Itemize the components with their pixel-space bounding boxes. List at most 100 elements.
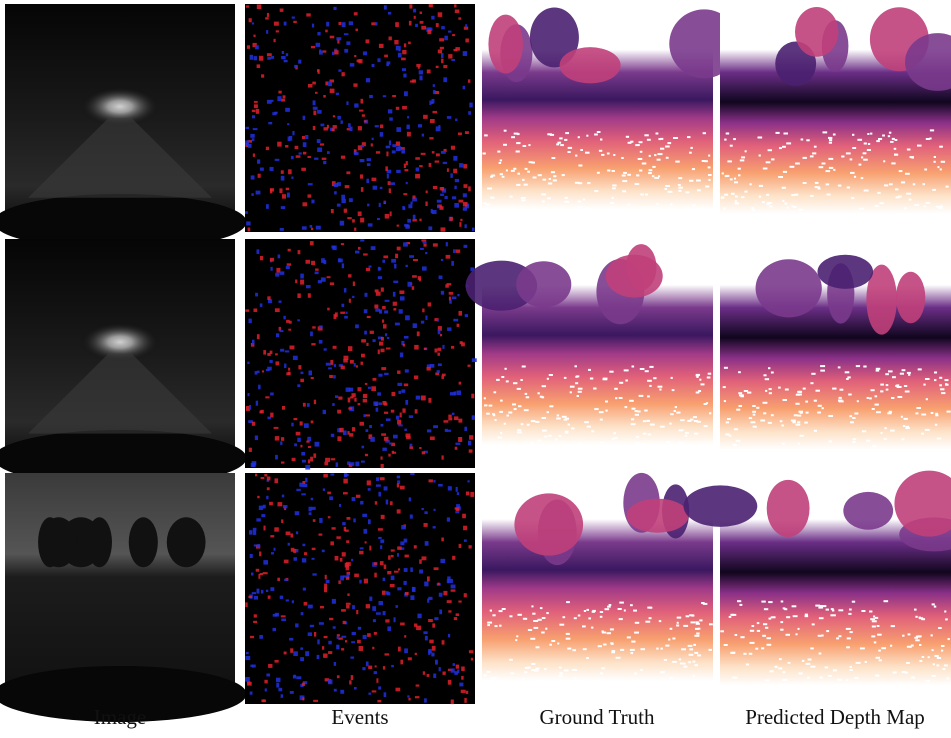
event-dot [433,111,438,113]
event-dot [306,260,311,264]
event-dot [313,700,318,702]
sparse-gap [594,134,598,136]
event-dot [415,157,420,160]
event-dot [297,319,300,321]
event-dot [407,219,411,223]
event-dot [279,330,283,332]
sparse-gap [601,154,604,156]
depth-object [626,499,688,533]
sparse-gap [619,382,623,384]
sparse-gap [888,370,893,372]
sparse-gap [919,660,922,662]
event-dot [441,291,444,295]
event-dot [396,142,400,146]
event-dot [334,183,338,187]
sparse-gap [937,664,940,666]
event-dot [448,31,451,33]
event-dot [370,331,374,334]
sparse-gap [680,663,683,665]
event-dot [323,260,326,264]
event-dot [463,207,467,211]
event-dot [300,274,304,279]
sparse-gap [861,156,863,158]
event-dot [303,202,308,206]
event-dot [448,610,451,612]
event-dot [382,448,386,451]
event-dot [310,457,313,462]
event-dot [317,639,319,644]
sparse-gap [693,644,696,646]
sparse-gap [559,672,562,674]
sparse-gap [739,604,742,606]
sparse-gap [575,382,578,384]
event-dot [291,177,293,179]
event-dot [311,46,315,48]
sparse-gap [672,638,675,640]
event-dot [437,319,439,321]
event-dot [398,146,400,151]
sparse-gap [919,617,923,619]
event-dot [344,209,347,213]
sparse-gap [779,147,782,149]
sparse-gap [759,185,763,187]
event-dot [391,259,396,263]
sparse-gap [506,415,509,417]
sparse-gap [526,396,529,398]
sparse-gap [888,135,890,137]
sparse-gap [656,203,659,205]
sparse-gap [908,633,911,635]
event-dot [308,194,312,197]
sparse-gap [726,133,729,135]
sparse-gap [612,650,616,652]
sparse-gap [838,635,841,637]
event-dot [281,206,285,209]
event-dot [433,186,437,189]
event-dot [351,641,355,643]
sparse-gap [518,614,522,616]
event-dot [277,578,280,581]
event-dot [388,109,392,113]
event-dot [397,247,401,251]
sparse-gap [547,197,551,199]
event-dot [249,448,252,452]
event-dot [385,214,389,219]
sparse-gap [905,391,910,393]
event-dot [254,104,258,108]
event-dot [340,558,342,562]
event-dot [381,337,384,341]
sparse-gap [708,166,711,168]
sparse-gap [854,677,858,679]
event-dot [330,282,334,285]
sparse-gap [489,405,493,407]
event-dot [301,612,304,615]
event-dot [386,152,388,157]
sparse-gap [671,377,673,379]
sparse-gap [500,400,503,402]
sparse-gap [511,170,515,172]
event-dot [378,276,382,279]
sparse-gap [732,614,736,616]
event-dot [332,599,336,604]
event-dot [436,153,440,156]
sparse-gap [919,644,921,646]
event-dot [400,660,403,665]
sparse-gap [536,646,540,648]
sparse-gap [880,390,883,392]
event-dot [400,542,404,546]
event-dot [340,221,344,226]
event-dot [440,194,444,196]
sparse-gap [889,183,893,185]
sparse-gap [890,645,892,647]
event-dot [363,253,368,255]
event-dot [409,497,411,501]
event-dot [253,154,255,157]
sparse-gap [500,680,505,682]
event-dot [459,382,462,385]
event-dot [330,89,335,93]
event-dot [248,393,250,396]
event-dot [380,561,384,565]
sparse-gap [914,204,919,206]
event-dot [317,139,321,143]
event-dot [465,314,468,317]
event-dot [249,405,251,410]
